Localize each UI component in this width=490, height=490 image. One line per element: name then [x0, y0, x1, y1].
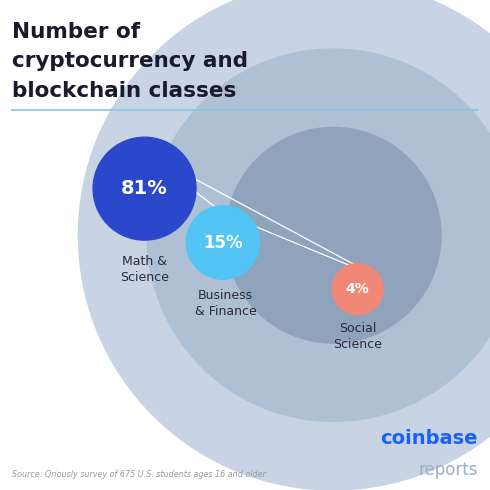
Text: coinbase: coinbase — [380, 429, 478, 448]
Circle shape — [186, 206, 260, 279]
Text: Business
& Finance: Business & Finance — [195, 289, 256, 318]
Circle shape — [332, 264, 383, 315]
Text: Social
Science: Social Science — [333, 322, 382, 351]
Circle shape — [78, 0, 490, 490]
Text: cryptocurrency and: cryptocurrency and — [12, 51, 248, 72]
Circle shape — [225, 127, 441, 343]
Text: 81%: 81% — [121, 179, 168, 198]
Text: reports: reports — [418, 461, 478, 479]
Text: Math &
Science: Math & Science — [120, 255, 169, 284]
Text: 4%: 4% — [346, 282, 369, 296]
Text: 15%: 15% — [203, 234, 243, 251]
Circle shape — [147, 49, 490, 421]
Circle shape — [93, 137, 196, 240]
Text: Number of: Number of — [12, 22, 140, 42]
Text: blockchain classes: blockchain classes — [12, 81, 237, 101]
Text: Source: Qriously survey of 675 U.S. students ages 16 and older: Source: Qriously survey of 675 U.S. stud… — [12, 470, 266, 479]
